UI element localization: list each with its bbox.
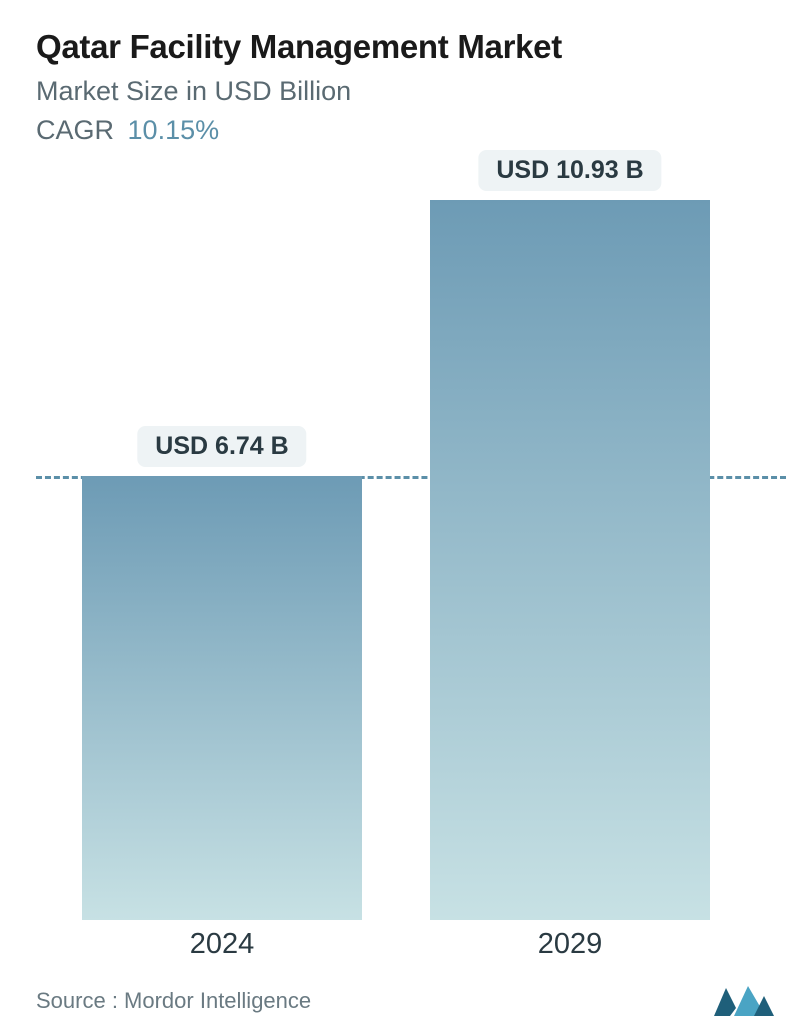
chart-header: Qatar Facility Management Market Market … — [0, 0, 796, 146]
x-axis-label: 2029 — [538, 928, 603, 961]
x-axis-label: 2024 — [190, 928, 255, 961]
bar-fill — [82, 476, 362, 920]
bar-2029: USD 10.93 B — [430, 200, 710, 920]
cagr-value: 10.15% — [128, 115, 220, 145]
logo-shape-1 — [714, 988, 736, 1016]
bar-value-label: USD 10.93 B — [478, 150, 661, 191]
chart-plot-area: USD 6.74 BUSD 10.93 B — [0, 200, 796, 920]
mordor-logo-icon — [712, 984, 776, 1018]
cagr-row: CAGR 10.15% — [36, 115, 760, 146]
chart-footer: Source : Mordor Intelligence — [36, 984, 776, 1018]
x-axis-labels: 2024 2029 — [0, 928, 796, 968]
cagr-label: CAGR — [36, 115, 114, 145]
source-text: Source : Mordor Intelligence — [36, 988, 311, 1014]
chart-subtitle: Market Size in USD Billion — [36, 76, 760, 107]
bar-fill — [430, 200, 710, 920]
bar-value-label: USD 6.74 B — [137, 426, 306, 467]
chart-title: Qatar Facility Management Market — [36, 28, 760, 66]
bar-2024: USD 6.74 B — [82, 476, 362, 920]
